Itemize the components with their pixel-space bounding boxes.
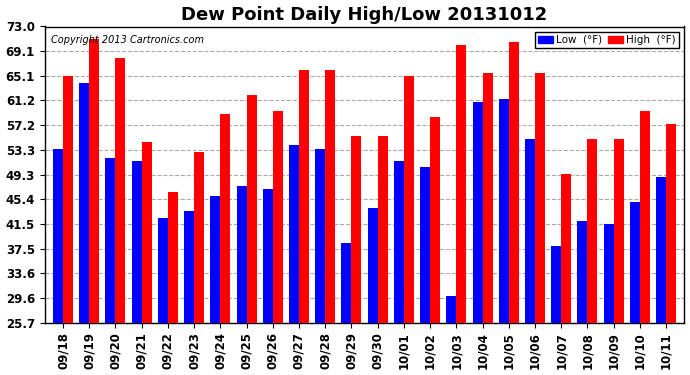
Bar — [578, 220, 587, 323]
Bar — [325, 70, 335, 323]
Bar — [473, 102, 482, 323]
Bar — [289, 146, 299, 323]
Bar — [89, 39, 99, 323]
Bar — [132, 161, 141, 323]
Bar — [535, 74, 545, 323]
Bar — [394, 161, 404, 323]
Title: Dew Point Daily High/Low 20131012: Dew Point Daily High/Low 20131012 — [181, 6, 548, 24]
Bar — [430, 117, 440, 323]
Bar — [446, 296, 456, 323]
Bar — [561, 174, 571, 323]
Bar — [666, 124, 676, 323]
Bar — [509, 42, 519, 323]
Bar — [158, 217, 168, 323]
Bar — [656, 177, 666, 323]
Bar — [499, 99, 509, 323]
Bar — [377, 136, 388, 323]
Bar — [168, 192, 178, 323]
Bar — [342, 243, 351, 323]
Bar — [456, 45, 466, 323]
Text: Copyright 2013 Cartronics.com: Copyright 2013 Cartronics.com — [51, 35, 204, 45]
Bar — [482, 74, 493, 323]
Bar — [106, 158, 115, 323]
Legend: Low  (°F), High  (°F): Low (°F), High (°F) — [535, 32, 679, 48]
Bar — [237, 186, 246, 323]
Bar — [220, 114, 230, 323]
Bar — [315, 148, 325, 323]
Bar — [613, 139, 624, 323]
Bar — [194, 152, 204, 323]
Bar — [263, 189, 273, 323]
Bar — [299, 70, 309, 323]
Bar — [404, 76, 414, 323]
Bar — [551, 246, 561, 323]
Bar — [79, 83, 89, 323]
Bar — [604, 224, 613, 323]
Bar — [368, 208, 377, 323]
Bar — [587, 139, 598, 323]
Bar — [141, 142, 152, 323]
Bar — [351, 136, 362, 323]
Bar — [115, 58, 126, 323]
Bar — [640, 111, 650, 323]
Bar — [525, 139, 535, 323]
Bar — [246, 95, 257, 323]
Bar — [630, 202, 640, 323]
Bar — [273, 111, 283, 323]
Bar — [184, 211, 194, 323]
Bar — [53, 148, 63, 323]
Bar — [210, 196, 220, 323]
Bar — [63, 76, 73, 323]
Bar — [420, 167, 430, 323]
